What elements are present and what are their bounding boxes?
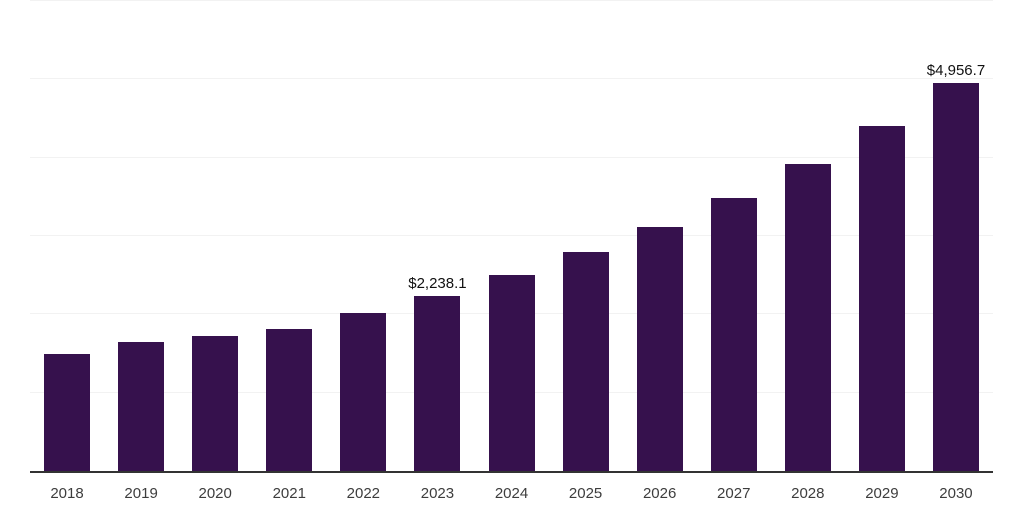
gridline-3000 [30,235,993,236]
x-tick-2019: 2019 [124,485,158,502]
bar-column-2019 [104,1,178,471]
bar-column-2023: $2,238.1 [400,1,474,471]
bar-column-2022 [326,1,400,471]
bar-2022 [340,313,387,471]
x-tick-2023: 2023 [420,485,455,502]
x-tick-2022: 2022 [346,485,381,502]
x-tick-2025: 2025 [568,485,603,502]
gridline-6000 [30,0,993,1]
bar-2018 [44,353,91,471]
bar-2023: $2,238.1 [408,276,467,471]
bar-2024 [488,275,535,471]
x-tick-2030: 2030 [939,485,973,502]
bar-2029 [858,126,905,471]
bar-2020 [192,335,239,471]
bar-series: $2,238.1 $4,956.7 [30,1,993,471]
bar-2028 [784,163,831,471]
plot-area: $2,238.1 $4,956.7 [30,0,993,473]
x-tick-2029: 2029 [865,485,899,502]
bar-2027 [710,197,757,471]
gridline-4000 [30,156,993,158]
bar-2025 [562,252,609,471]
x-tick-2020: 2020 [198,485,232,502]
bar-column-2030: $4,956.7 [919,1,993,471]
x-tick-2027: 2027 [717,485,751,502]
x-tick-2021: 2021 [272,485,306,502]
x-axis: 2018 2019 2020 2021 2022 2023 2024 2025 2026 2027… [30,486,993,501]
bar-column-2026 [623,1,697,471]
x-tick-2018: 2018 [50,485,84,502]
bar-column-2018 [30,1,104,471]
bar-2030: $4,956.7 [927,63,985,471]
bar-column-2027 [697,1,771,471]
gridline-5000 [30,78,993,80]
bar-2026 [636,227,683,471]
bar-column-2028 [771,1,845,471]
data-label-2030: $4,956.7 [926,61,986,79]
bar-column-2021 [252,1,326,471]
data-label-2023: $2,238.1 [408,274,467,292]
x-tick-2024: 2024 [494,485,529,502]
bar-column-2025 [549,1,623,471]
bar-2019 [118,342,165,471]
x-tick-2028: 2028 [791,485,825,502]
bar-column-2020 [178,1,252,471]
x-tick-2026: 2026 [642,485,677,502]
bar-column-2029 [845,1,919,471]
bar-column-2024 [474,1,548,471]
bar-2021 [266,328,313,471]
